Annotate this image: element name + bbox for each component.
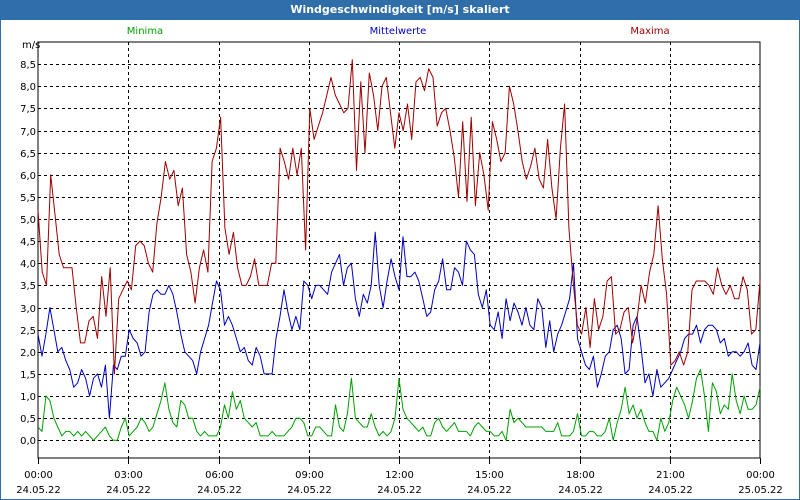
x-tick-time: 15:00 <box>475 470 504 481</box>
x-tick-date: 24.05.22 <box>16 485 61 496</box>
y-tick-label: 0,0 <box>20 436 36 447</box>
y-tick-label: 8,0 <box>20 82 36 93</box>
y-axis-label: m/s <box>22 40 40 51</box>
y-tick-label: 6,5 <box>20 149 36 160</box>
x-tick-time: 03:00 <box>114 470 143 481</box>
x-tick-time: 00:00 <box>746 470 775 481</box>
x-tick-date: 25.05.22 <box>738 485 783 496</box>
x-tick-date: 24.05.22 <box>106 485 151 496</box>
legend-item-minima: Minima <box>127 26 163 37</box>
y-tick-label: 5,5 <box>20 193 36 204</box>
x-tick-time: 18:00 <box>566 470 595 481</box>
series-line-minima <box>37 369 761 441</box>
axes: 0,0 0,5 1,0 1,5 2,0 2,5 3,0 3,5 4,0 4,5 5,0 5,5 6,0 6… <box>16 40 783 496</box>
x-tick-time: 21:00 <box>656 470 685 481</box>
y-tick-label: 8,5 <box>20 60 36 71</box>
x-tick-date: 24.05.22 <box>558 485 603 496</box>
x-tick-date: 24.05.22 <box>648 485 693 496</box>
y-tick-label: 6,0 <box>20 171 36 182</box>
x-tick-date: 24.05.22 <box>467 485 512 496</box>
series-line-mittelwerte <box>37 231 761 419</box>
y-tick-label: 3,5 <box>20 281 36 292</box>
y-tick-label: 2,0 <box>20 348 36 359</box>
y-tick-label: 7,0 <box>20 127 36 138</box>
y-tick-label: 1,0 <box>20 392 36 403</box>
x-tick-time: 00:00 <box>24 470 53 481</box>
series <box>37 59 761 441</box>
grid <box>38 42 760 458</box>
y-tick-label: 2,5 <box>20 326 36 337</box>
y-tick-label: 1,5 <box>20 370 36 381</box>
chart-title: Windgeschwindigkeit [m/s] skaliert <box>0 0 800 20</box>
y-tick-label: 5,0 <box>20 215 36 226</box>
y-tick-label: 3,0 <box>20 304 36 315</box>
x-tick-date: 24.05.22 <box>377 485 422 496</box>
y-tick-label: 4,5 <box>20 237 36 248</box>
y-tick-label: 4,0 <box>20 259 36 270</box>
y-tick-label: 0,5 <box>20 414 36 425</box>
legend-item-maxima: Maxima <box>630 26 669 37</box>
x-tick-time: 09:00 <box>295 470 324 481</box>
x-tick-time: 06:00 <box>205 470 234 481</box>
series-line-maxima <box>37 59 761 375</box>
x-tick-time: 12:00 <box>385 470 414 481</box>
legend-item-mittelwerte: Mittelwerte <box>370 26 427 37</box>
y-tick-label: 7,5 <box>20 104 36 115</box>
x-tick-date: 24.05.22 <box>197 485 242 496</box>
legend: Minima Mittelwerte Maxima <box>127 26 670 37</box>
x-tick-date: 24.05.22 <box>287 485 332 496</box>
